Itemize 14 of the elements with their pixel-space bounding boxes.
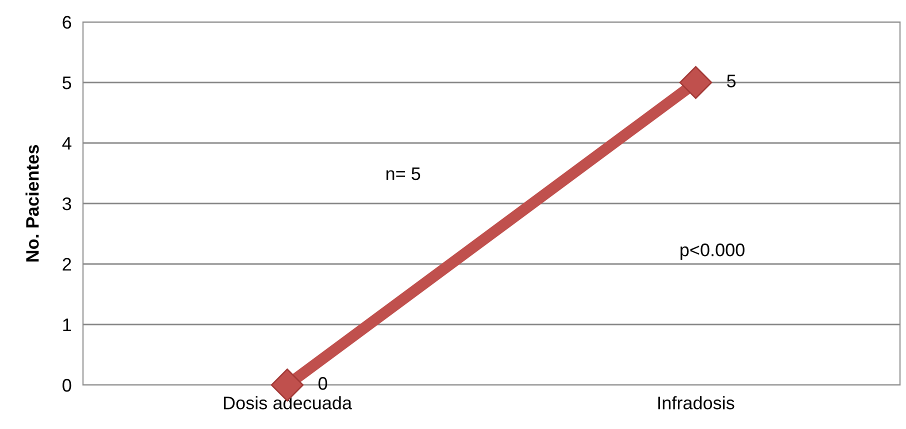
y-tick-label: 0 [62,378,72,392]
x-tick-label: Infradosis [658,396,734,410]
data-label: 0 [318,377,328,390]
y-tick-label: 5 [62,76,72,90]
y-tick-label: 3 [62,197,72,210]
y-tick-label: 2 [62,258,71,271]
y-tick-label: 6 [62,16,72,29]
annotation: n= 5 [386,167,420,180]
y-axis-title: No. Pacientes [26,145,39,262]
y-tick-label: 4 [62,137,72,150]
x-tick-label: Dosis adecuada [224,396,352,410]
data-label: 5 [727,74,736,88]
y-tick-label: 1 [63,318,72,332]
annotation: p<0.000 [680,244,744,260]
